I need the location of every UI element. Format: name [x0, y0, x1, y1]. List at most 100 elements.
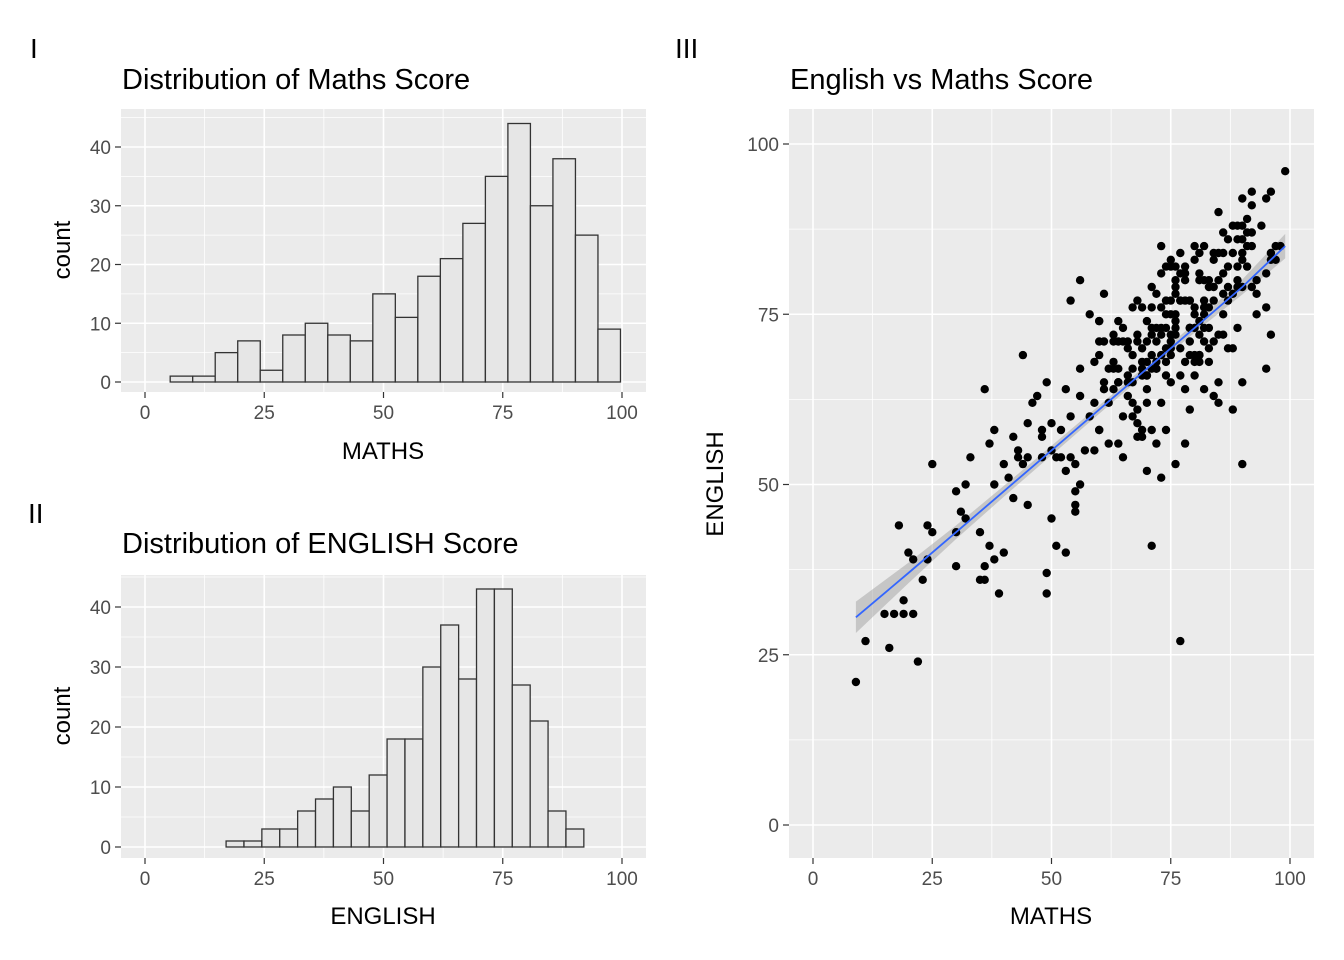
scatter-point [1099, 337, 1109, 346]
panel-tag-3: III [675, 33, 698, 64]
scatter-point [1238, 221, 1247, 230]
english-histogram-x-tick-label: 100 [606, 869, 638, 890]
english-histogram: Distribution of ENGLISH Score 0 25 50 75 100… [49, 528, 646, 930]
scatter-point [1199, 337, 1209, 346]
scatter-point [1185, 337, 1195, 346]
english-histogram-bar [296, 810, 317, 848]
scatter-point [1142, 371, 1152, 380]
scatter-point [1223, 262, 1233, 271]
scatter-point [1166, 255, 1176, 264]
scatter-trend [855, 245, 1286, 618]
maths-histogram-bar [552, 158, 577, 383]
scatter-point [1204, 344, 1214, 353]
maths-histogram-y-tick-label: 40 [90, 138, 111, 159]
maths-histogram-x-tick-label: 100 [606, 403, 638, 424]
scatter-point [851, 677, 861, 687]
maths-histogram-bar [169, 375, 194, 383]
maths-histogram-bar [597, 328, 622, 383]
english-histogram-y-axis-title: count [49, 686, 76, 745]
maths-histogram-x-tick-label: 25 [254, 403, 275, 424]
scatter-point [1157, 303, 1166, 312]
maths-histogram-bar [282, 334, 306, 383]
scatter-point [1090, 446, 1099, 455]
english-histogram-x-axis-title: ENGLISH [330, 903, 435, 930]
scatter-point [1037, 432, 1047, 441]
scatter-point [1195, 316, 1204, 326]
scatter-point [1195, 357, 1204, 367]
maths-histogram-bar [349, 340, 374, 383]
scatter-point [1247, 201, 1257, 210]
english-histogram-bar [332, 786, 352, 848]
scatter-point [1242, 214, 1252, 224]
scatter-point [1171, 316, 1180, 326]
scatter-y-axis: 0 25 50 75 100 [747, 135, 789, 837]
scatter-point [1114, 364, 1123, 373]
english-histogram-y-tick-label: 20 [90, 718, 111, 739]
scatter-point [1157, 398, 1166, 407]
scatter-point [1004, 473, 1013, 482]
scatter-point [1128, 303, 1137, 312]
scatter-point [1180, 385, 1190, 394]
scatter-point [985, 439, 994, 448]
maths-histogram-bar [214, 351, 239, 383]
scatter-point [1233, 323, 1242, 333]
scatter-point [1095, 425, 1104, 435]
scatter-point [1066, 453, 1075, 462]
scatter-point [1185, 405, 1195, 414]
scatter-point [1209, 255, 1218, 264]
scatter-point [1161, 425, 1171, 435]
scatter-y-tick-label: 100 [747, 135, 779, 156]
scatter-point [951, 562, 961, 571]
scatter-y-tick-label: 75 [758, 305, 779, 326]
panel-tag-1: I [30, 33, 38, 64]
scatter-point [1137, 344, 1147, 353]
scatter-x-tick-label: 75 [1160, 869, 1181, 890]
scatter-point [1195, 269, 1204, 278]
scatter-point [1276, 241, 1285, 251]
scatter-point [1090, 357, 1099, 367]
maths-histogram-y-tick-label: 10 [90, 314, 111, 335]
scatter-point [1152, 439, 1161, 448]
scatter-point [1171, 323, 1180, 333]
scatter-point [1190, 255, 1199, 264]
scatter-point [1104, 439, 1113, 448]
scatter-y-tick-label: 0 [768, 816, 779, 837]
scatter-point [1238, 378, 1247, 387]
panel-tag-2: II [28, 498, 44, 529]
scatter-point [913, 657, 923, 666]
maths-histogram-bar [574, 234, 599, 383]
scatter-point [1157, 330, 1166, 339]
scatter-trend-line [855, 245, 1286, 618]
scatter-point [1137, 303, 1147, 312]
scatter-point [1128, 350, 1137, 360]
scatter-point [1161, 323, 1171, 333]
maths-histogram-x-axis-title: MATHS [342, 438, 424, 465]
scatter-point [956, 507, 966, 516]
english-histogram-x-tick-label: 75 [492, 869, 513, 890]
scatter-point [1133, 405, 1142, 414]
scatter-point [1123, 371, 1133, 380]
scatter-point [1262, 364, 1271, 373]
scatter-point [1228, 405, 1238, 414]
scatter-point [1238, 255, 1247, 264]
scatter-point [1056, 425, 1066, 435]
scatter-point [1180, 276, 1190, 285]
scatter-point [1157, 269, 1166, 278]
maths-histogram-bar [237, 340, 261, 383]
scatter-point [1123, 391, 1133, 401]
scatter-point [1133, 419, 1142, 428]
scatter-point [1247, 228, 1257, 237]
scatter-point [899, 609, 908, 619]
english-histogram-bar [422, 666, 442, 848]
scatter-point [1095, 350, 1104, 360]
scatter-point [961, 480, 970, 489]
scatter-point [1099, 289, 1109, 298]
scatter-point [1142, 316, 1152, 326]
english-vs-maths-scatter: English vs Maths Score 0 25 50 75 100 0 25 50 7… [702, 64, 1314, 930]
scatter-point [1071, 459, 1080, 469]
maths-histogram-y-tick-label: 20 [90, 256, 111, 277]
scatter-point [1195, 350, 1204, 360]
scatter-point [1199, 385, 1209, 394]
scatter-point [1042, 378, 1051, 387]
